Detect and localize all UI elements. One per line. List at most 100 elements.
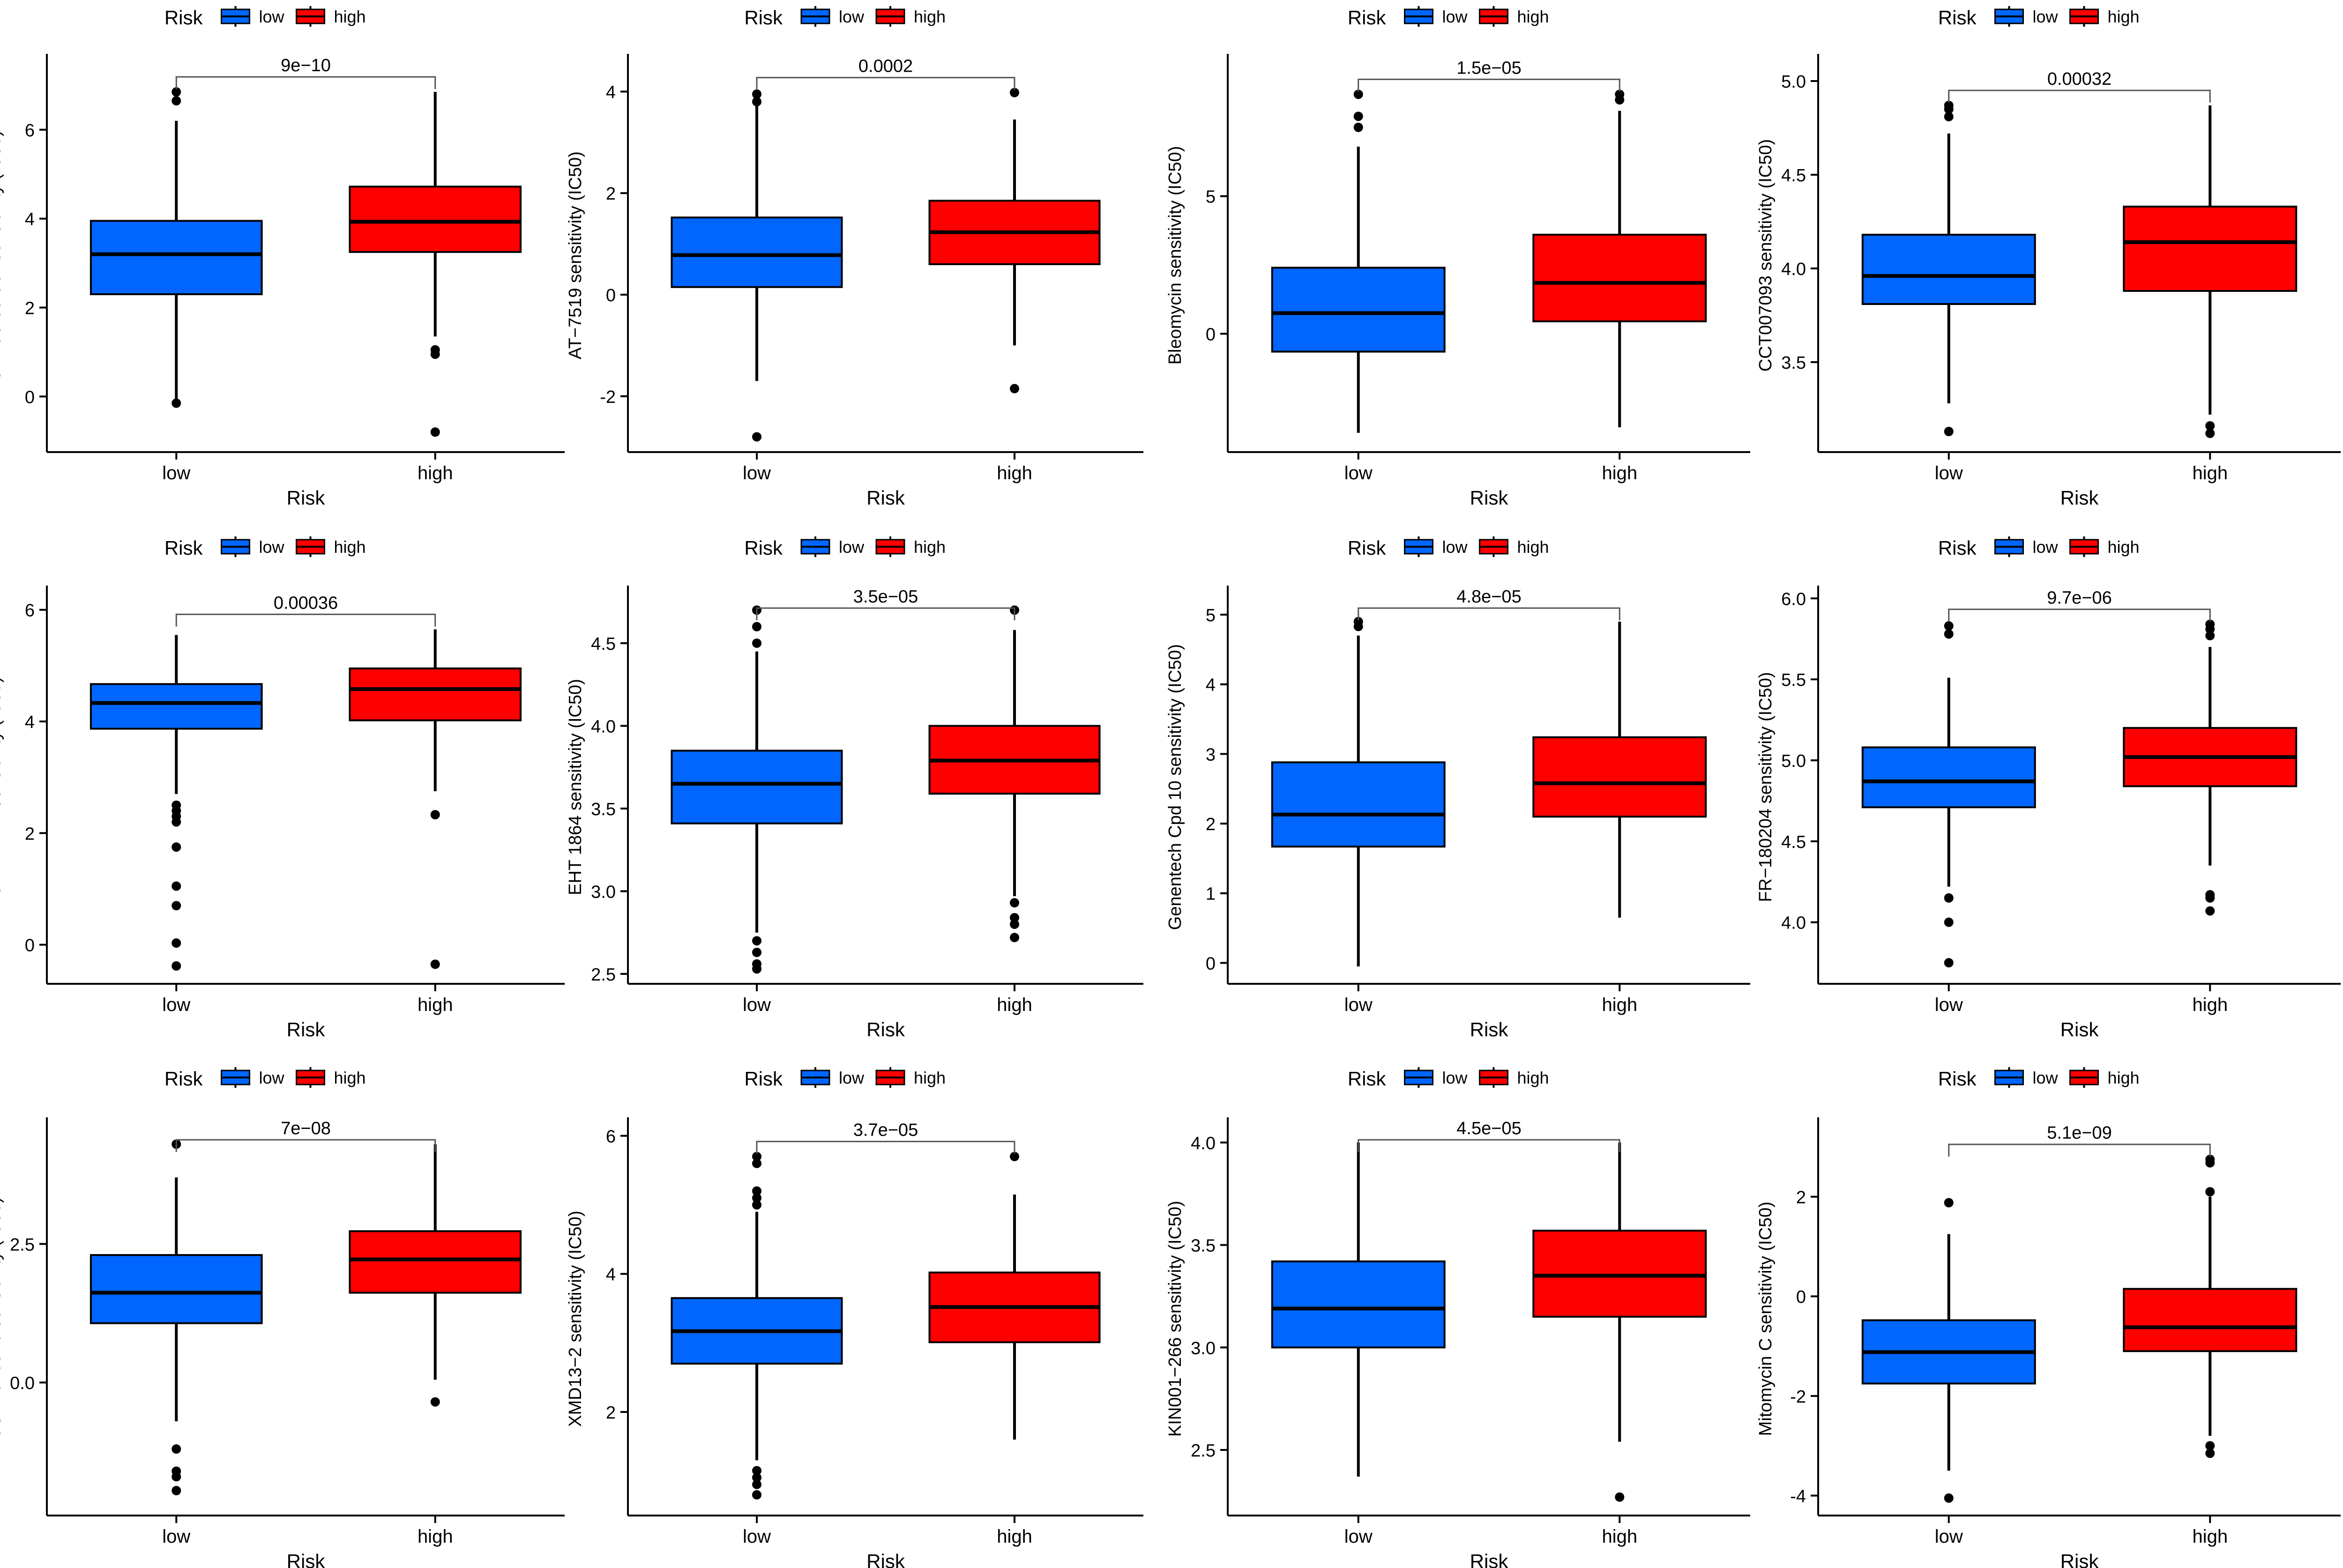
- y-tick-label: 0: [25, 387, 35, 407]
- y-tick-label: 2: [606, 184, 616, 204]
- x-tick-label: high: [2192, 995, 2228, 1015]
- p-value-label: 5.1e−09: [2047, 1123, 2112, 1143]
- outlier-point: [2205, 893, 2215, 903]
- outlier-point: [1944, 629, 1954, 639]
- panel-2: Risk low high -2 0 2 4 low high Risk AT−7519 sensi…: [566, 6, 1143, 509]
- y-tick-label: 3.0: [591, 882, 616, 902]
- outlier-point: [1944, 1493, 1954, 1503]
- y-tick-label: 5.0: [1781, 72, 1806, 92]
- legend-label-low: low: [259, 7, 285, 26]
- legend: Risk low high: [1348, 536, 1549, 559]
- panel-7: Risk low high 0 1 2 3 4 5 low high Risk Genentech Cp…: [1165, 536, 1750, 1040]
- bracket-line: [1948, 609, 2211, 622]
- legend-label-low: low: [839, 537, 865, 557]
- legend-label-low: low: [839, 1068, 865, 1087]
- box-iqr: [2123, 1288, 2298, 1352]
- box-low: [1861, 101, 2036, 436]
- box-low: [1861, 1198, 2036, 1503]
- outlier-point: [2205, 1441, 2215, 1451]
- outlier-point: [172, 817, 181, 827]
- y-axis-title: 5−Fluorouracil sensitivity (IC50): [0, 130, 4, 380]
- p-value-label: 3.7e−05: [853, 1121, 918, 1140]
- box-high: [2123, 105, 2298, 438]
- bracket-line: [175, 613, 436, 627]
- outlier-point: [172, 901, 181, 911]
- x-tick-label: low: [162, 995, 190, 1015]
- legend-label-high: high: [2108, 537, 2140, 557]
- legend: Risk low high: [744, 6, 946, 29]
- outlier-point: [1615, 95, 1625, 105]
- x-tick-label: high: [418, 463, 453, 483]
- p-value-label: 7e−08: [281, 1119, 331, 1138]
- y-tick-label: 2.5: [591, 965, 616, 985]
- outlier-point: [1010, 933, 1019, 943]
- outlier-point: [1353, 622, 1363, 632]
- bracket-line: [1358, 78, 1620, 92]
- outlier-point: [2205, 624, 2215, 634]
- box-low: [671, 1152, 843, 1500]
- legend-label-high: high: [2108, 1068, 2140, 1087]
- legend-label-low: low: [2033, 537, 2059, 557]
- outlier-point: [752, 1466, 761, 1476]
- outlier-point: [752, 1152, 761, 1161]
- y-tick-label: 0: [25, 936, 35, 956]
- y-tick-label: 4.5: [1781, 166, 1806, 186]
- x-tick-label: high: [1602, 1526, 1637, 1547]
- outlier-point: [1010, 88, 1019, 97]
- legend-label-high: high: [1517, 1068, 1549, 1087]
- x-tick-label: high: [997, 1526, 1032, 1547]
- x-axis-title: Risk: [1470, 1550, 1509, 1568]
- box-high: [928, 605, 1101, 943]
- legend-label-high: high: [334, 537, 366, 557]
- x-axis-title: Risk: [1470, 487, 1509, 509]
- y-tick-label: 4.0: [1781, 914, 1806, 933]
- box-low: [1271, 617, 1446, 966]
- y-tick-label: 2.5: [1191, 1441, 1216, 1461]
- x-tick-label: low: [1935, 1526, 1963, 1547]
- y-axis-title: KIN001−266 sensitivity (IC50): [1165, 1201, 1185, 1437]
- legend-title: Risk: [744, 7, 783, 29]
- x-tick-label: high: [1602, 995, 1637, 1015]
- box-high: [2123, 1154, 2298, 1458]
- box-iqr: [671, 216, 843, 288]
- y-tick-label: 2.5: [10, 1235, 35, 1255]
- legend-title: Risk: [164, 7, 203, 29]
- significance-bracket: 0.00036: [175, 593, 436, 627]
- outlier-point: [1010, 898, 1019, 908]
- outlier-point: [430, 959, 440, 969]
- box-high: [1532, 89, 1707, 428]
- outlier-point: [1353, 111, 1363, 121]
- y-tick-label: 4: [25, 713, 35, 732]
- box-high: [2123, 619, 2298, 916]
- outlier-point: [172, 96, 181, 106]
- y-tick-label: 5.0: [1781, 751, 1806, 771]
- y-tick-label: 0: [1206, 325, 1216, 344]
- x-tick-label: low: [1935, 995, 1963, 1015]
- legend-label-low: low: [2033, 7, 2059, 26]
- box-iqr: [1271, 267, 1446, 353]
- box-low: [1861, 621, 2036, 968]
- panel-9: Risk low high 0.0 2.5 low high Risk GSK1070916 s…: [0, 1067, 565, 1568]
- legend: Risk low high: [1938, 536, 2140, 559]
- outlier-point: [1944, 917, 1954, 927]
- legend-label-high: high: [914, 7, 946, 26]
- box-low: [1271, 89, 1446, 433]
- x-axis-title: Risk: [2060, 1550, 2099, 1568]
- y-axis-title: XMD13−2 sensitivity (IC50): [566, 1211, 585, 1427]
- legend: Risk low high: [1938, 1067, 2140, 1090]
- outlier-point: [1944, 958, 1954, 968]
- outlier-point: [430, 810, 440, 819]
- y-tick-label: 0.0: [10, 1374, 35, 1393]
- panel-10: Risk low high 2 4 6 low high Risk XMD13−2 sensiti…: [566, 1067, 1143, 1568]
- box-low: [90, 635, 263, 971]
- bracket-line: [1948, 1144, 2211, 1157]
- bracket-line: [1358, 607, 1620, 620]
- box-iqr: [1532, 1229, 1707, 1318]
- y-axis-title: Genentech Cpd 10 sensitivity (IC50): [1165, 644, 1185, 930]
- outlier-point: [1010, 1152, 1019, 1161]
- y-tick-label: -4: [1790, 1486, 1806, 1506]
- legend-title: Risk: [164, 537, 203, 559]
- legend-title: Risk: [744, 537, 783, 559]
- x-tick-label: low: [1344, 463, 1373, 483]
- legend-label-low: low: [259, 537, 285, 557]
